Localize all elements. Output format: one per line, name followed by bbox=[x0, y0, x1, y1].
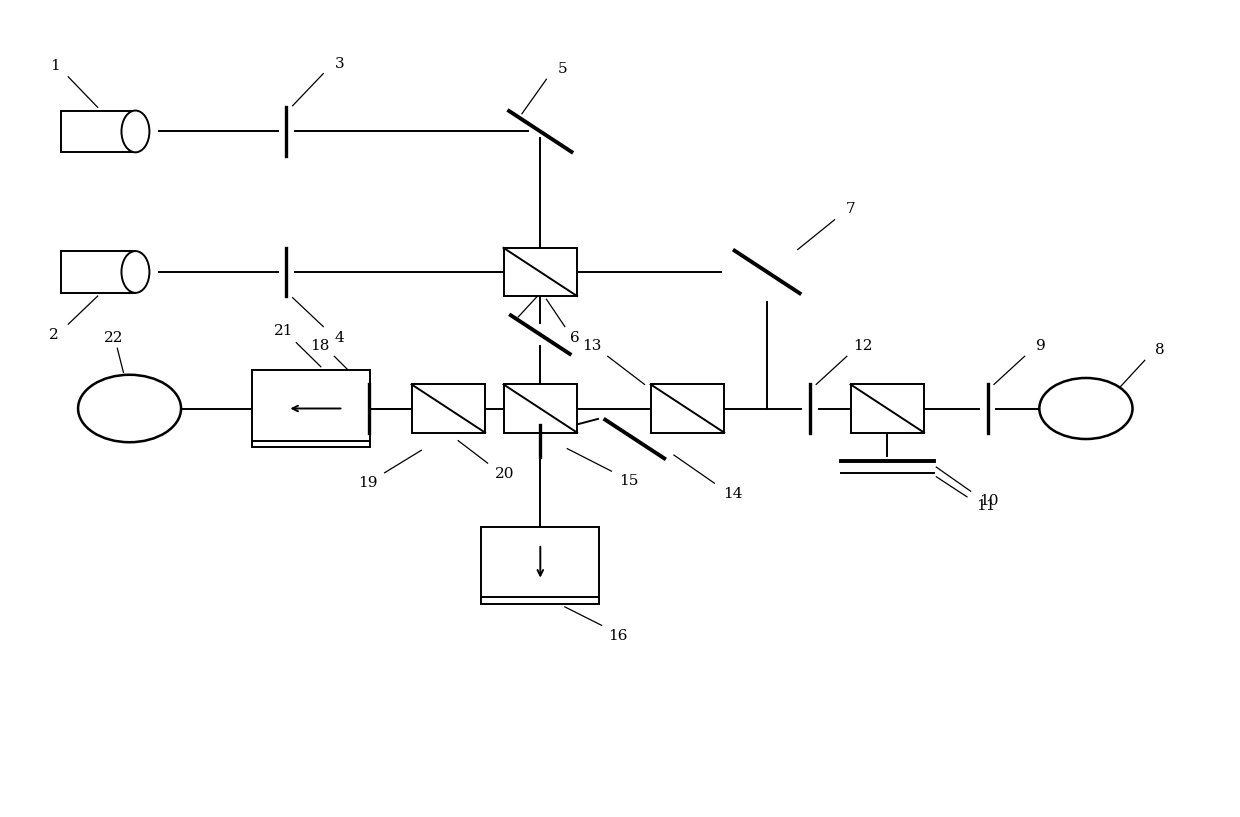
Text: 12: 12 bbox=[853, 339, 873, 353]
Ellipse shape bbox=[122, 251, 149, 292]
Bar bbox=[252, 370, 370, 447]
Circle shape bbox=[1039, 378, 1132, 439]
Text: 4: 4 bbox=[335, 331, 343, 345]
Text: 14: 14 bbox=[723, 487, 743, 501]
Text: 3: 3 bbox=[335, 57, 343, 71]
Text: 20: 20 bbox=[495, 467, 515, 481]
Text: 5: 5 bbox=[558, 62, 567, 76]
Bar bbox=[503, 248, 577, 296]
Text: 19: 19 bbox=[357, 476, 377, 490]
Bar bbox=[481, 527, 599, 604]
Text: 16: 16 bbox=[608, 629, 627, 643]
Text: 18: 18 bbox=[310, 339, 330, 353]
Ellipse shape bbox=[122, 110, 149, 152]
Text: 17: 17 bbox=[553, 269, 572, 283]
Text: 8: 8 bbox=[1154, 343, 1164, 357]
Text: 6: 6 bbox=[569, 331, 579, 345]
Text: 9: 9 bbox=[1035, 339, 1045, 353]
Bar bbox=[851, 385, 924, 432]
Bar bbox=[412, 385, 485, 432]
Text: 15: 15 bbox=[619, 474, 639, 488]
Text: 11: 11 bbox=[976, 499, 996, 513]
Text: 13: 13 bbox=[582, 339, 601, 353]
Circle shape bbox=[78, 375, 181, 442]
Bar bbox=[61, 110, 135, 152]
Text: 2: 2 bbox=[48, 328, 58, 342]
Text: 10: 10 bbox=[980, 493, 998, 508]
Text: 21: 21 bbox=[274, 324, 294, 338]
Bar bbox=[61, 251, 135, 292]
Text: 7: 7 bbox=[846, 203, 856, 217]
Text: 22: 22 bbox=[104, 331, 123, 345]
Bar bbox=[503, 385, 577, 432]
Bar bbox=[651, 385, 724, 432]
Text: 1: 1 bbox=[50, 59, 60, 73]
